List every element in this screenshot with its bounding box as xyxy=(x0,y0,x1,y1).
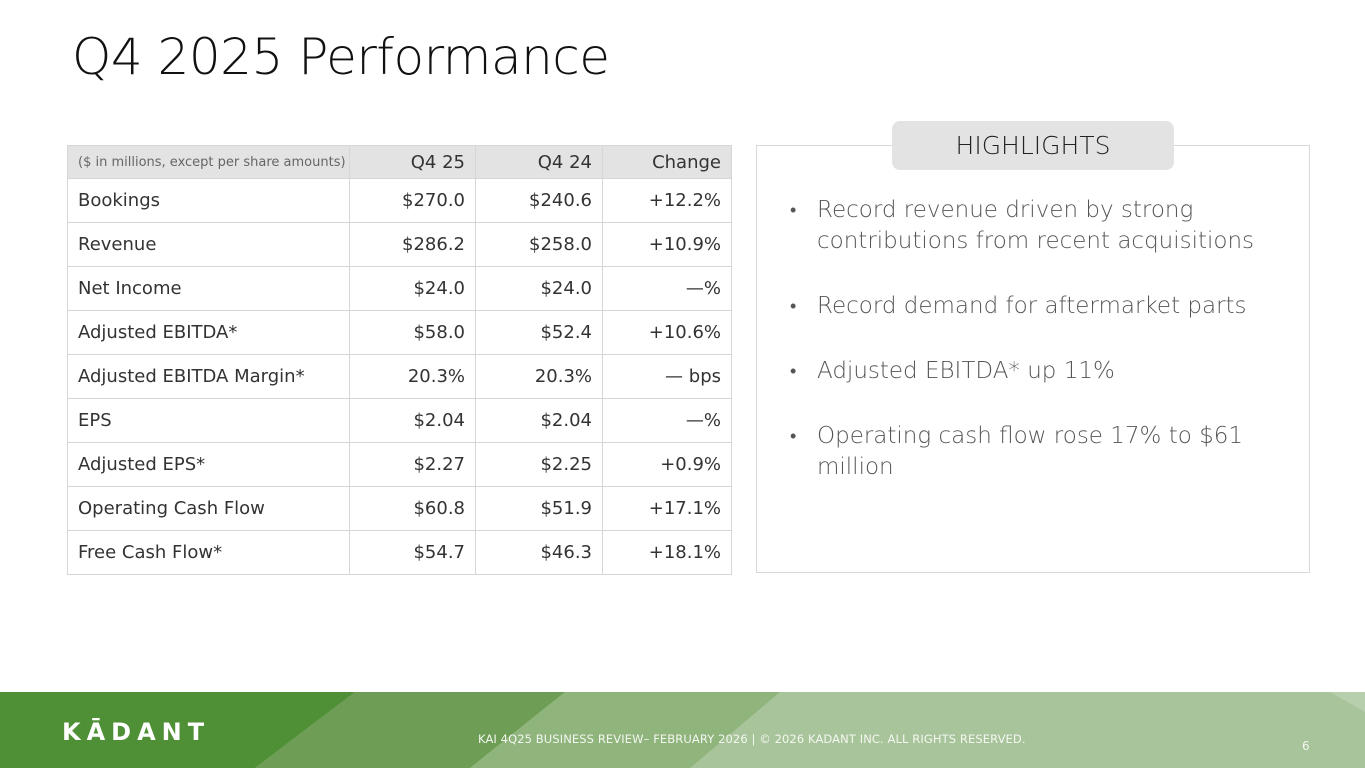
table-header-row: ($ in millions, except per share amounts… xyxy=(67,145,732,179)
table-row: Adjusted EBITDA Margin* 20.3% 20.3% — bp… xyxy=(67,354,732,399)
list-item: • Record revenue driven by strong contri… xyxy=(790,195,1300,257)
change-value: +17.1% xyxy=(602,486,732,531)
q4-24-value: $46.3 xyxy=(475,530,603,575)
highlight-text: Record revenue driven by strong contribu… xyxy=(817,197,1255,254)
highlight-text: Operating cash flow rose 17% to $61 mill… xyxy=(817,423,1243,480)
table-row: Adjusted EPS* $2.27 $2.25 +0.9% xyxy=(67,442,732,487)
column-header-change: Change xyxy=(602,145,732,179)
list-item: • Operating cash flow rose 17% to $61 mi… xyxy=(790,421,1300,483)
q4-24-value: $2.04 xyxy=(475,398,603,443)
bullet-icon: • xyxy=(790,296,797,317)
change-value: — bps xyxy=(602,354,732,399)
table-row: EPS $2.04 $2.04 —% xyxy=(67,398,732,443)
change-value: +12.2% xyxy=(602,178,732,223)
q4-24-value: $2.25 xyxy=(475,442,603,487)
metric-label: EPS xyxy=(67,398,350,443)
bullet-icon: • xyxy=(790,361,797,382)
q4-25-value: $286.2 xyxy=(349,222,476,267)
footer-copyright: KAI 4Q25 BUSINESS REVIEW– FEBRUARY 2026 … xyxy=(478,732,1026,746)
q4-25-value: $2.04 xyxy=(349,398,476,443)
q4-25-value: $54.7 xyxy=(349,530,476,575)
metric-label: Net Income xyxy=(67,266,350,311)
highlights-list: • Record revenue driven by strong contri… xyxy=(790,195,1300,517)
list-item: • Record demand for aftermarket parts xyxy=(790,291,1300,322)
change-value: —% xyxy=(602,266,732,311)
metric-label: Adjusted EPS* xyxy=(67,442,350,487)
table-row: Operating Cash Flow $60.8 $51.9 +17.1% xyxy=(67,486,732,531)
change-value: +10.6% xyxy=(602,310,732,355)
change-value: +10.9% xyxy=(602,222,732,267)
table-caption: ($ in millions, except per share amounts… xyxy=(67,145,350,179)
bullet-icon: • xyxy=(790,426,797,447)
q4-24-value: $240.6 xyxy=(475,178,603,223)
metric-label: Adjusted EBITDA* xyxy=(67,310,350,355)
q4-25-value: $24.0 xyxy=(349,266,476,311)
column-header-q4-25: Q4 25 xyxy=(349,145,476,179)
q4-25-value: $270.0 xyxy=(349,178,476,223)
column-header-q4-24: Q4 24 xyxy=(475,145,603,179)
highlights-panel xyxy=(756,145,1310,573)
metric-label: Free Cash Flow* xyxy=(67,530,350,575)
metric-label: Operating Cash Flow xyxy=(67,486,350,531)
list-item: • Adjusted EBITDA* up 11% xyxy=(790,356,1300,387)
change-value: +18.1% xyxy=(602,530,732,575)
change-value: —% xyxy=(602,398,732,443)
q4-24-value: $258.0 xyxy=(475,222,603,267)
q4-24-value: $51.9 xyxy=(475,486,603,531)
q4-25-value: $60.8 xyxy=(349,486,476,531)
kadant-logo: KĀDANT xyxy=(62,718,211,746)
page-number: 6 xyxy=(1302,739,1310,753)
q4-24-value: $52.4 xyxy=(475,310,603,355)
highlights-heading: HIGHLIGHTS xyxy=(892,121,1174,170)
q4-25-value: $58.0 xyxy=(349,310,476,355)
table-row: Net Income $24.0 $24.0 —% xyxy=(67,266,732,311)
table-row: Bookings $270.0 $240.6 +12.2% xyxy=(67,178,732,223)
bullet-icon: • xyxy=(790,200,797,221)
table-row: Free Cash Flow* $54.7 $46.3 +18.1% xyxy=(67,530,732,575)
slide-title: Q4 2025 Performance xyxy=(72,28,610,86)
q4-25-value: 20.3% xyxy=(349,354,476,399)
metric-label: Revenue xyxy=(67,222,350,267)
highlight-text: Adjusted EBITDA* up 11% xyxy=(817,358,1115,384)
q4-24-value: $24.0 xyxy=(475,266,603,311)
table-row: Revenue $286.2 $258.0 +10.9% xyxy=(67,222,732,267)
highlight-text: Record demand for aftermarket parts xyxy=(817,293,1247,319)
metric-label: Bookings xyxy=(67,178,350,223)
table-row: Adjusted EBITDA* $58.0 $52.4 +10.6% xyxy=(67,310,732,355)
financial-summary-table: ($ in millions, except per share amounts… xyxy=(67,145,732,575)
q4-25-value: $2.27 xyxy=(349,442,476,487)
change-value: +0.9% xyxy=(602,442,732,487)
metric-label: Adjusted EBITDA Margin* xyxy=(67,354,350,399)
footer-bar: KĀDANT KAI 4Q25 BUSINESS REVIEW– FEBRUAR… xyxy=(0,692,1365,768)
q4-24-value: 20.3% xyxy=(475,354,603,399)
